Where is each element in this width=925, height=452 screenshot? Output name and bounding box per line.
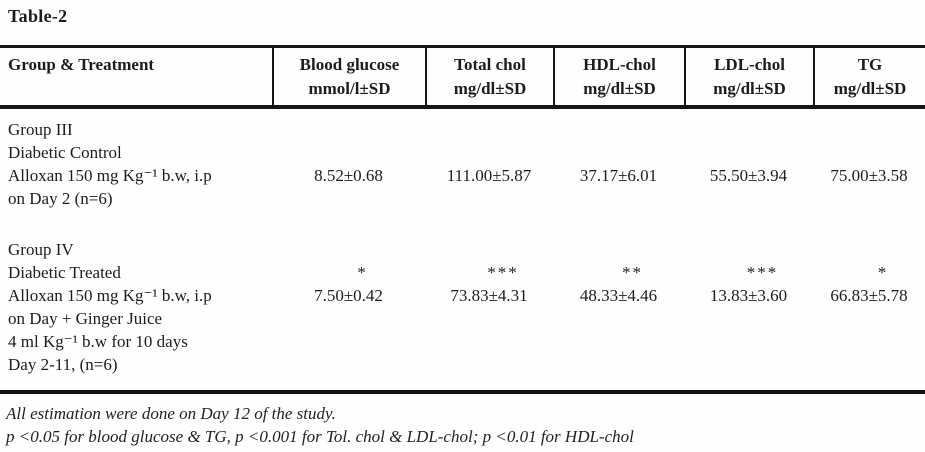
significance-marker: *: [877, 263, 889, 282]
group-treatment-line: on Day 2 (n=6): [8, 189, 113, 208]
value: 66.83±5.78: [830, 286, 908, 305]
header-col-group-treatment: Group & Treatment: [8, 55, 155, 74]
value-cell-tg: * 66.83±5.78: [813, 238, 925, 376]
significance-marker: [439, 141, 567, 164]
table-body: Group III Diabetic Control Alloxan 150 m…: [0, 109, 925, 394]
table-row-group-3: Group III Diabetic Control Alloxan 150 m…: [0, 118, 925, 210]
value: 55.50±3.94: [709, 166, 788, 185]
significance-marker: [698, 141, 827, 164]
value-cell-blood-glucose: * 7.50±0.42: [272, 238, 425, 376]
header-label: LDL-chol: [714, 55, 785, 74]
group-name: Group III: [8, 120, 73, 139]
value: 7.50±0.42: [314, 286, 383, 305]
value: 8.52±0.68: [314, 166, 383, 185]
table-footnotes: All estimation were done on Day 12 of th…: [0, 394, 925, 448]
value-cell-blood-glucose: 8.52±0.68: [272, 118, 425, 210]
header-col-tg: TG mg/dl±SD: [813, 48, 925, 105]
significance-marker: [827, 141, 925, 164]
footnote-p-values: p <0.05 for blood glucose & TG, p <0.001…: [6, 427, 634, 446]
value: 111.00±5.87: [446, 166, 532, 185]
value-cell-ldl-chol: *** 13.83±3.60: [684, 238, 813, 376]
group-name: Group IV: [8, 240, 74, 259]
value-cell-total-chol: 111.00±5.87: [425, 118, 553, 210]
table-row-group-4: Group IV Diabetic Treated Alloxan 150 mg…: [0, 238, 925, 376]
significance-marker: [286, 141, 439, 164]
value: 13.83±3.60: [709, 286, 788, 305]
significance-marker: ***: [746, 263, 779, 282]
header-unit: mg/dl±SD: [713, 79, 786, 98]
significance-marker: *: [357, 263, 368, 282]
header-col-total-chol: Total chol mg/dl±SD: [425, 48, 553, 105]
value: 37.17±6.01: [579, 166, 658, 185]
header-unit: mg/dl±SD: [583, 79, 656, 98]
header-unit: mg/dl±SD: [453, 79, 527, 98]
significance-marker: **: [622, 263, 643, 282]
header-col-hdl-chol: HDL-chol mg/dl±SD: [553, 48, 684, 105]
header-label: HDL-chol: [583, 55, 656, 74]
header-label: TG: [857, 55, 883, 74]
header-col-blood-glucose: Blood glucose mmol/l±SD: [272, 48, 425, 105]
table-title: Table-2: [8, 6, 68, 26]
value-cell-total-chol: *** 73.83±4.31: [425, 238, 553, 376]
group-treatment-line: 4 ml Kg⁻¹ b.w for 10 days: [8, 332, 188, 351]
header-label: Blood glucose: [299, 55, 400, 74]
group-treatment-line: on Day + Ginger Juice: [8, 309, 163, 328]
group-treatment-cell: Group IV Diabetic Treated Alloxan 150 mg…: [0, 238, 272, 376]
header-col-ldl-chol: LDL-chol mg/dl±SD: [684, 48, 813, 105]
group-condition: Diabetic Treated: [8, 263, 121, 282]
value-cell-ldl-chol: 55.50±3.94: [684, 118, 813, 210]
significance-marker: [567, 141, 698, 164]
value-cell-hdl-chol: ** 48.33±4.46: [553, 238, 684, 376]
group-treatment-line: Alloxan 150 mg Kg⁻¹ b.w, i.p: [8, 166, 212, 185]
group-treatment-line: Alloxan 150 mg Kg⁻¹ b.w, i.p: [8, 286, 212, 305]
group-treatment-cell: Group III Diabetic Control Alloxan 150 m…: [0, 118, 272, 210]
footnote-estimation: All estimation were done on Day 12 of th…: [6, 404, 336, 423]
header-unit: mg/dl±SD: [833, 79, 907, 98]
value: 48.33±4.46: [579, 286, 658, 305]
group-treatment-line: Day 2-11, (n=6): [8, 355, 118, 374]
header-unit: mmol/l±SD: [308, 79, 391, 98]
value-cell-tg: 75.00±3.58: [813, 118, 925, 210]
value: 75.00±3.58: [830, 166, 908, 185]
header-label: Total chol: [454, 55, 526, 74]
value-cell-hdl-chol: 37.17±6.01: [553, 118, 684, 210]
group-condition: Diabetic Control: [8, 143, 122, 162]
table-header-row: Group & Treatment Blood glucose mmol/l±S…: [0, 45, 925, 109]
value: 73.83±4.31: [450, 286, 528, 305]
significance-marker: ***: [487, 263, 519, 282]
